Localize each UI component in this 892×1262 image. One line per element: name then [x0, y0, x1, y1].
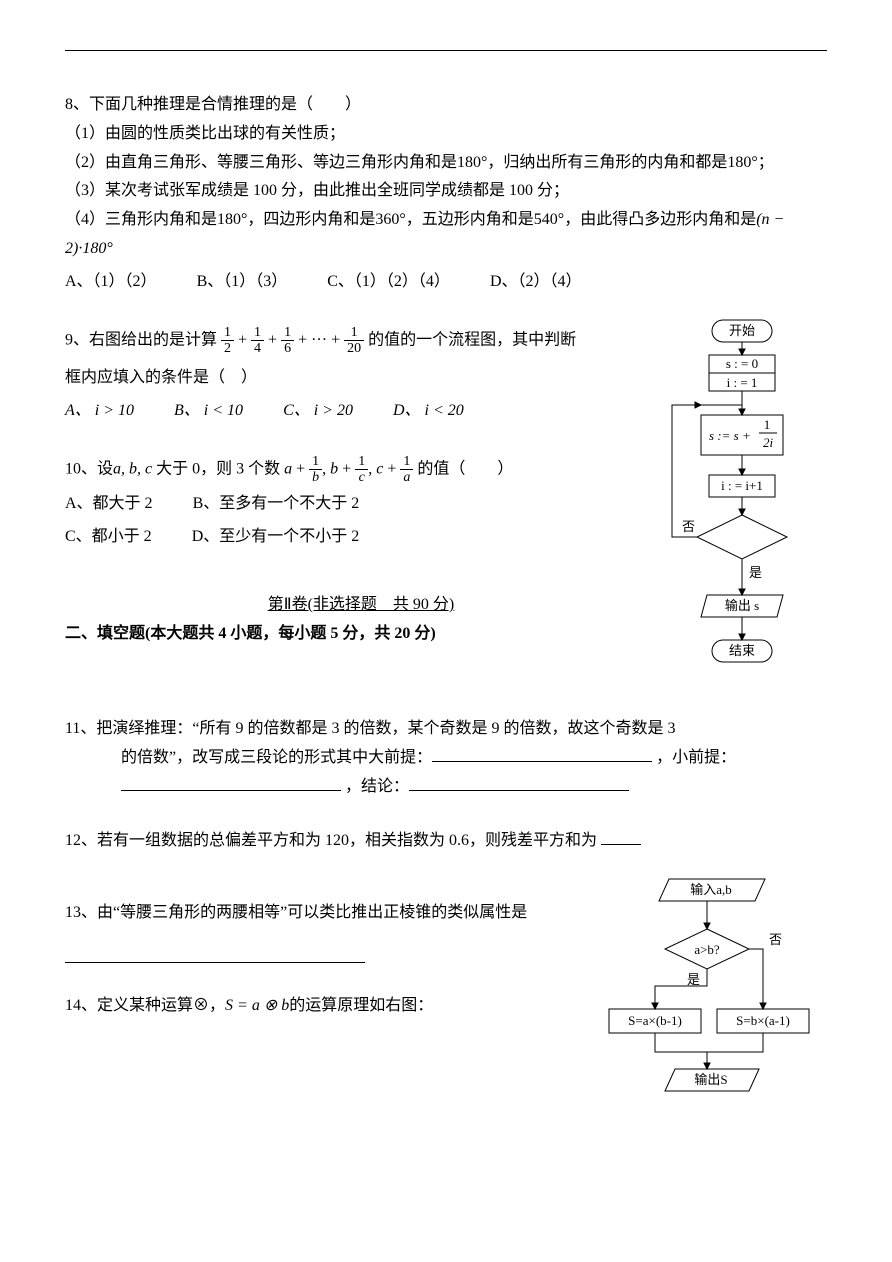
svg-text:输出S: 输出S: [694, 1072, 727, 1087]
section-2-header: 第Ⅱ卷(非选择题 共 90 分) 二、填空题(本大题共 4 小题，每小题 5 分…: [65, 591, 657, 649]
question-10: 10、设a, b, c 大于 0，则 3 个数 a + 1b, b + 1c, …: [65, 454, 657, 551]
q8-sub1: （1）由圆的性质类比出球的有关性质；: [65, 120, 827, 149]
svg-text:i : = i+1: i : = i+1: [721, 478, 763, 493]
svg-text:否: 否: [682, 519, 695, 534]
q10-opt-b: B、至多有一个不大于 2: [193, 495, 360, 512]
q11-l2: 的倍数”，改写成三段论的形式其中大前提： ，小前提：: [65, 744, 827, 773]
frac-1-a: 1a: [400, 454, 413, 486]
q10-options-1: A、都大于 2 B、至多有一个不大于 2: [65, 490, 657, 519]
q8-opt-b: B、（1）（3）: [197, 273, 288, 290]
q10-options-2: C、都小于 2 D、至少有一个不小于 2: [65, 523, 657, 552]
q9-line2: 框内应填入的条件是（ ）: [65, 364, 657, 393]
flowchart-1: 开始 s : = 0 i : = 1 s := s + 1 2i i : = i…: [657, 315, 827, 716]
frac-1-b: 1b: [309, 454, 322, 486]
q8-sub3: （3）某次考试张军成绩是 100 分，由此推出全班同学成绩都是 100 分；: [65, 177, 827, 206]
section-2-title: 第Ⅱ卷(非选择题 共 90 分): [65, 591, 657, 620]
q11-l3: ，结论：: [65, 773, 827, 802]
frac-1-2: 12: [221, 325, 234, 357]
q8-stem: 8、下面几种推理是合情推理的是（ ）: [65, 91, 827, 120]
q8-opt-c: C、（1）（2）（4）: [327, 273, 450, 290]
q8-opt-a: A、（1）（2）: [65, 273, 157, 290]
svg-text:s := s +: s := s +: [709, 428, 751, 443]
svg-text:结束: 结束: [729, 643, 755, 658]
q8-sub2: （2）由直角三角形、等腰三角形、等边三角形内角和是180°，归纳出所有三角形的内…: [65, 149, 827, 178]
frac-1-c: 1c: [355, 454, 368, 486]
q10-stem: 10、设a, b, c 大于 0，则 3 个数 a + 1b, b + 1c, …: [65, 454, 657, 486]
q10-opt-d: D、至少有一个不小于 2: [192, 528, 360, 545]
flowchart-2: 输入a,b a>b? 否 是 S=a×(b-1) S=b×(a-1) 输出S: [597, 874, 827, 1115]
svg-text:i : = 1: i : = 1: [727, 375, 758, 390]
svg-text:2i: 2i: [763, 435, 774, 450]
q11-blank-2: [121, 774, 341, 791]
q10-opt-c: C、都小于 2: [65, 528, 152, 545]
q8-opt-d: D、（2）（4）: [490, 273, 582, 290]
question-8: 8、下面几种推理是合情推理的是（ ） （1）由圆的性质类比出球的有关性质； （2…: [65, 91, 827, 297]
question-11: 11、把演绎推理：“所有 9 的倍数都是 3 的倍数，某个奇数是 9 的倍数，故…: [65, 715, 827, 801]
section-2-subtitle: 二、填空题(本大题共 4 小题，每小题 5 分，共 20 分): [65, 625, 436, 642]
svg-text:开始: 开始: [729, 323, 755, 338]
q9-opt-d: D、 i < 20: [393, 402, 464, 419]
question-9: 9、右图给出的是计算 12 + 14 + 16 + ··· + 120 的值的一…: [65, 325, 657, 426]
q13-blank: [65, 946, 365, 963]
q9-options: A、 i > 10 B、 i < 10 C、 i > 20 D、 i < 20: [65, 397, 657, 426]
svg-text:a>b?: a>b?: [694, 942, 720, 957]
svg-text:1: 1: [764, 417, 771, 432]
svg-text:输入a,b: 输入a,b: [690, 882, 732, 897]
svg-text:是: 是: [749, 565, 762, 580]
q10-opt-a: A、都大于 2: [65, 495, 153, 512]
q9-line1: 9、右图给出的是计算 12 + 14 + 16 + ··· + 120 的值的一…: [65, 325, 657, 357]
svg-text:输出 s: 输出 s: [725, 598, 759, 613]
q9-opt-a: A、 i > 10: [65, 402, 134, 419]
question-12: 12、若有一组数据的总偏差平方和为 120，相关指数为 0.6，则残差平方和为: [65, 827, 827, 856]
frac-1-6: 16: [281, 325, 294, 357]
svg-text:s : = 0: s : = 0: [726, 356, 758, 371]
frac-1-20: 120: [344, 325, 364, 357]
q11-blank-3: [409, 774, 629, 791]
question-14: 14、定义某种运算⊗，S = a ⊗ b的运算原理如右图：: [65, 992, 597, 1021]
q8-sub4: （4）三角形内角和是180°，四边形内角和是360°，五边形内角和是540°，由…: [65, 206, 827, 264]
svg-text:S=b×(a-1): S=b×(a-1): [736, 1013, 790, 1028]
q11-l1: 11、把演绎推理：“所有 9 的倍数都是 3 的倍数，某个奇数是 9 的倍数，故…: [65, 715, 827, 744]
q9-opt-b: B、 i < 10: [174, 402, 243, 419]
q11-blank-1: [432, 745, 652, 762]
q8-options: A、（1）（2） B、（1）（3） C、（1）（2）（4） D、（2）（4）: [65, 268, 827, 297]
svg-text:是: 是: [687, 972, 700, 987]
svg-text:否: 否: [769, 932, 782, 947]
question-13: 13、由“等腰三角形的两腰相等”可以类比推出正棱锥的类似属性是: [65, 899, 597, 975]
svg-text:S=a×(b-1): S=a×(b-1): [628, 1013, 682, 1028]
q12-blank: [601, 828, 641, 845]
q9-opt-c: C、 i > 20: [283, 402, 353, 419]
frac-1-4: 14: [251, 325, 264, 357]
